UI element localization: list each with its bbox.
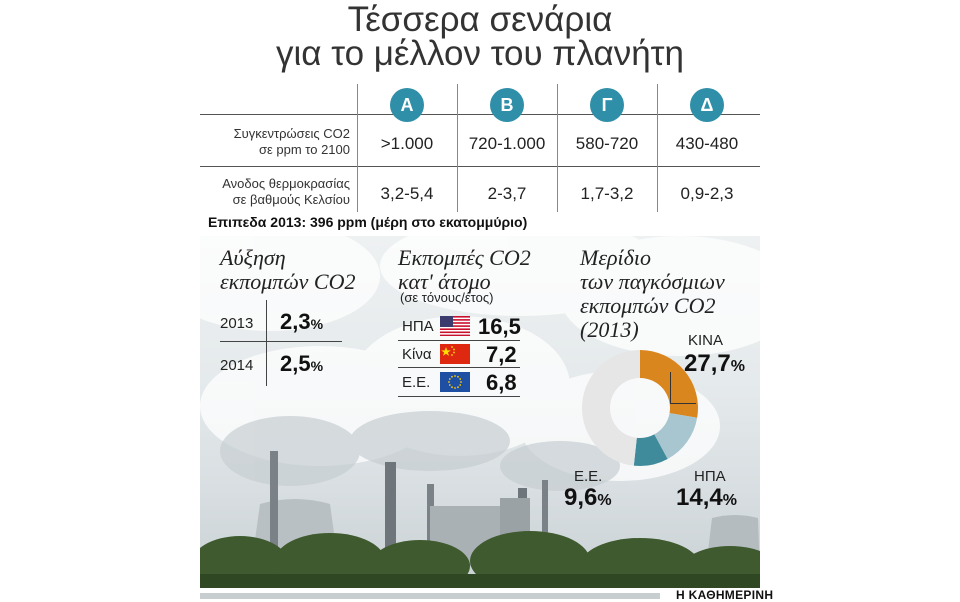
scenario-badge-a: Α — [390, 88, 424, 122]
per-capita-rule — [398, 367, 520, 368]
cell-temperature-a: 3,2-5,4 — [380, 184, 434, 203]
scenario-badge-c: Γ — [590, 88, 624, 122]
per-capita-value-china: 7,2 — [486, 342, 517, 367]
share-number: 27,7 — [684, 350, 731, 377]
percent-unit: % — [310, 358, 324, 374]
title-line-2: για το μέλλον του πλανήτη — [276, 34, 684, 73]
share-value-usa: 14,4% — [676, 484, 737, 512]
growth-number: 2,5 — [280, 351, 311, 376]
percent-unit: % — [722, 492, 737, 509]
share-number: 9,6 — [564, 484, 598, 511]
per-capita-heading: Εκπομπές CO2 κατ' άτομο — [398, 246, 531, 294]
growth-year-2014: 2014 — [220, 357, 254, 374]
title-line-1: Τέσσερα σενάρια — [347, 0, 613, 39]
china-leader-line — [670, 403, 696, 404]
baseline-note: Επιπεδα 2013: 396 ppm (μέρη στο εκατομμύ… — [208, 214, 528, 230]
share-heading-line: εκπομπών CO2 — [580, 293, 716, 318]
percent-unit: % — [597, 492, 612, 509]
growth-heading: Αύξηση εκπομπών CO2 — [220, 246, 356, 294]
row-label-line: Ανοδος θερμοκρασίας — [222, 176, 350, 191]
share-heading-line: Μερίδιο — [580, 245, 652, 270]
share-value-eu: 9,6% — [564, 484, 612, 512]
row-label-line: Συγκεντρώσεις CO2 — [233, 126, 350, 141]
share-heading-line: των παγκόσμιων — [580, 269, 725, 294]
share-heading-line: (2013) — [580, 317, 639, 342]
share-label-china: ΚΙΝΑ — [688, 332, 724, 349]
per-capita-country-usa: ΗΠΑ — [402, 318, 434, 335]
percent-unit: % — [730, 358, 745, 375]
donut-slice-rest — [582, 350, 640, 466]
cell-concentration-b: 720-1.000 — [468, 134, 546, 153]
share-label-usa: ΗΠΑ — [694, 468, 726, 485]
table-divider — [357, 84, 358, 212]
row-label-line: σε βαθμούς Κελσίου — [232, 192, 350, 207]
donut-slice-usa — [654, 413, 698, 460]
row-label-temperature: Ανοδος θερμοκρασίας σε βαθμούς Κελσίου — [200, 176, 350, 208]
cell-concentration-a: >1.000 — [380, 134, 434, 153]
growth-divider — [266, 300, 267, 386]
growth-value-2014: 2,5% — [280, 351, 323, 377]
per-capita-heading-line: κατ' άτομο — [398, 269, 491, 294]
per-capita-rule — [398, 396, 520, 397]
donut-slice-eu — [633, 434, 668, 466]
share-number: 14,4 — [676, 484, 723, 511]
growth-number: 2,3 — [280, 309, 311, 334]
per-capita-subheading: (σε τόνους/έτος) — [400, 290, 494, 305]
table-rule — [200, 166, 760, 167]
source-credit: Η ΚΑΘΗΜΕΡΙΝΗ — [676, 588, 774, 602]
row-label-concentration: Συγκεντρώσεις CO2 σε ppm το 2100 — [200, 126, 350, 158]
cell-concentration-d: 430-480 — [675, 134, 739, 153]
donut-slice-china — [640, 350, 698, 418]
share-value-china: 27,7% — [684, 350, 745, 378]
cell-temperature-c: 1,7-3,2 — [580, 184, 634, 203]
table-divider — [557, 84, 558, 212]
percent-unit: % — [310, 316, 324, 332]
per-capita-value-usa: 16,5 — [478, 314, 521, 339]
growth-heading-line: εκπομπών CO2 — [220, 269, 356, 294]
cell-concentration-c: 580-720 — [575, 134, 639, 153]
per-capita-country-china: Κίνα — [402, 346, 432, 363]
per-capita-value-eu: 6,8 — [486, 370, 517, 395]
growth-rule — [220, 341, 342, 342]
usa-flag-icon — [440, 316, 470, 336]
cell-temperature-b: 2-3,7 — [487, 184, 527, 203]
growth-value-2013: 2,3% — [280, 309, 323, 335]
per-capita-rule — [398, 340, 520, 341]
scenario-table: Α Β Γ Δ Συγκεντρώσεις CO2 σε ppm το 2100… — [200, 84, 760, 212]
cell-temperature-d: 0,9-2,3 — [680, 184, 734, 203]
power-plant-photo: Αύξηση εκπομπών CO2 2013 2,3% 2014 2,5% … — [200, 236, 760, 588]
china-leader-line — [670, 372, 671, 404]
share-label-eu: Ε.Ε. — [574, 468, 603, 485]
eu-flag-icon — [440, 372, 470, 392]
share-heading: Μερίδιο των παγκόσμιων εκπομπών CO2 (201… — [580, 246, 725, 342]
per-capita-country-eu: Ε.Ε. — [402, 374, 431, 391]
growth-year-2013: 2013 — [220, 315, 254, 332]
table-rule — [200, 114, 760, 115]
share-donut-chart — [582, 350, 698, 466]
table-divider — [457, 84, 458, 212]
china-flag-icon — [440, 344, 470, 364]
footer-bar — [200, 593, 660, 599]
scenario-badge-d: Δ — [690, 88, 724, 122]
growth-heading-line: Αύξηση — [220, 245, 286, 270]
row-label-line: σε ppm το 2100 — [258, 142, 350, 157]
table-divider — [657, 84, 658, 212]
scenario-badge-b: Β — [490, 88, 524, 122]
per-capita-heading-line: Εκπομπές CO2 — [398, 245, 531, 270]
